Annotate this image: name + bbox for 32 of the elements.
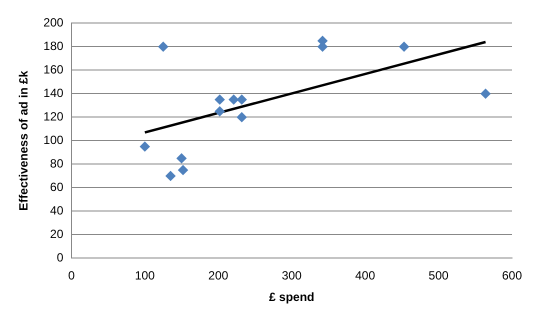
y-tick-label: 140 — [43, 86, 64, 100]
point — [236, 112, 247, 122]
point — [176, 153, 187, 164]
point — [480, 88, 491, 99]
y-tick-label: 80 — [50, 156, 64, 171]
x-tick-label: 400 — [355, 268, 376, 283]
y-tick-label: 120 — [43, 110, 64, 124]
x-tick-label: 100 — [134, 268, 156, 283]
y-tick-label: 200 — [43, 16, 64, 30]
point — [166, 170, 176, 181]
x-axis-title: £ spend — [269, 290, 314, 304]
y-tick-label: 160 — [43, 62, 64, 77]
y-tick-label: 100 — [43, 133, 64, 148]
point — [214, 106, 225, 116]
y-tick-label: 180 — [43, 39, 64, 54]
point — [158, 42, 168, 52]
x-tick-label: 300 — [282, 268, 302, 283]
y-tick-label: 0 — [56, 250, 64, 265]
point — [236, 94, 247, 105]
y-tick-label: 40 — [50, 204, 64, 218]
point — [178, 165, 188, 176]
y-tick-label: 20 — [50, 227, 64, 242]
x-tick-label: 0 — [68, 268, 76, 283]
x-tick-label: 200 — [208, 268, 229, 283]
point — [140, 142, 150, 152]
point — [214, 94, 225, 105]
x-tick-label: 500 — [428, 268, 449, 283]
point — [399, 42, 410, 52]
x-tick-label: 600 — [502, 268, 522, 283]
point — [228, 94, 239, 105]
y-axis-title: Effectiveness of ad in £k — [16, 70, 31, 211]
y-tick-label: 60 — [50, 180, 64, 194]
